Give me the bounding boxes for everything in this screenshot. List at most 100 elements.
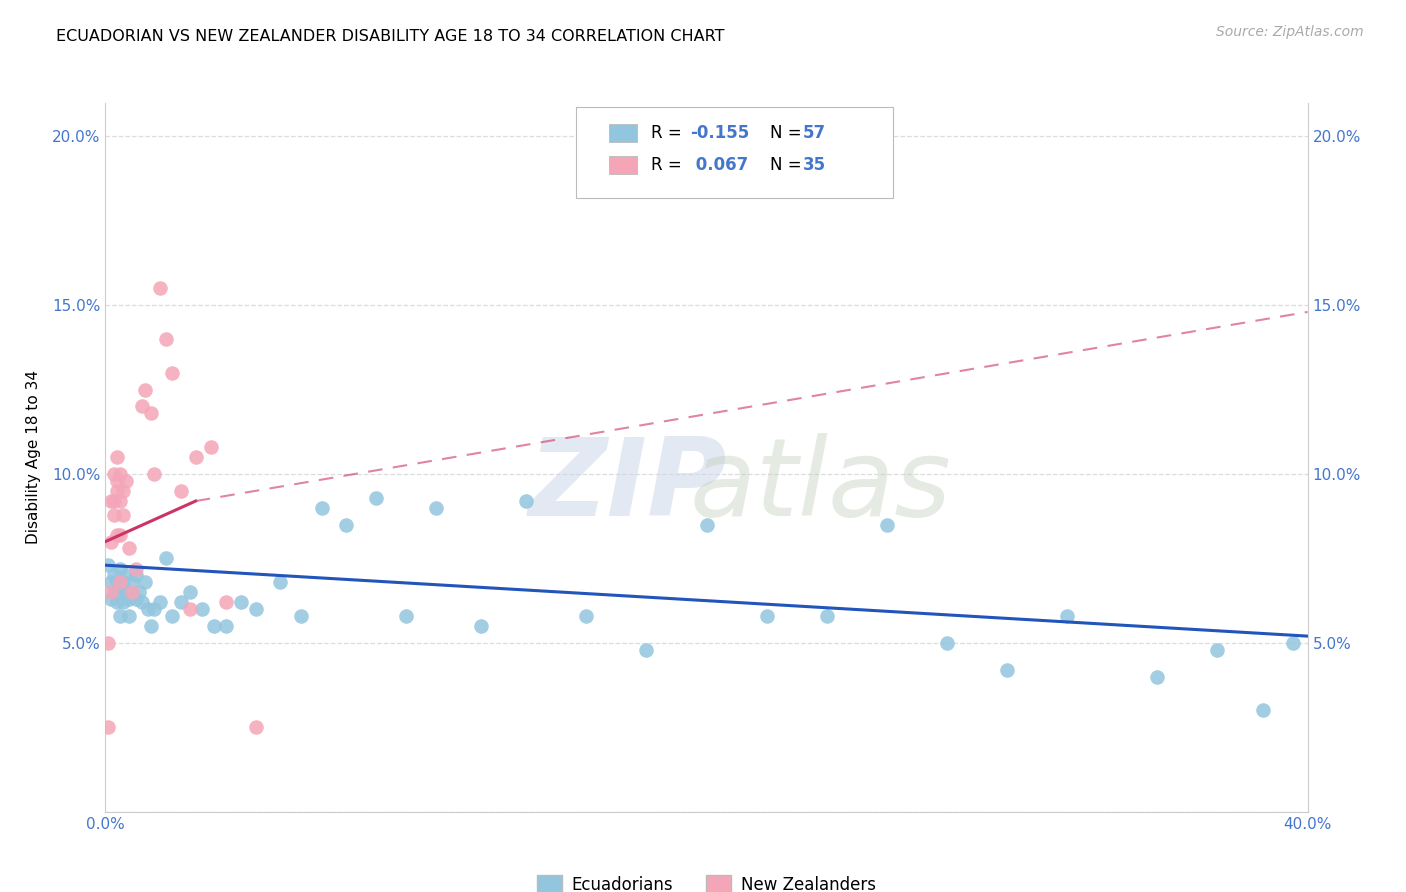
Point [134, 383, 156, 397]
Point [179, 585, 201, 599]
Point [815, 608, 838, 623]
Point [103, 467, 125, 481]
Point [139, 406, 162, 420]
Point [97, 558, 120, 573]
Point [107, 474, 129, 488]
Text: N =: N = [770, 156, 807, 174]
Point [118, 608, 141, 623]
Point [103, 508, 125, 522]
Point [290, 608, 312, 623]
Point [100, 575, 122, 590]
Point [269, 575, 291, 590]
Point [200, 440, 222, 454]
Point [142, 467, 165, 481]
Point [142, 602, 165, 616]
Point [169, 595, 191, 609]
Point [97, 636, 120, 650]
Text: atlas: atlas [690, 433, 952, 538]
Point [115, 585, 138, 599]
Point [425, 500, 447, 515]
Point [136, 602, 159, 616]
Point [107, 483, 129, 498]
Point [148, 281, 170, 295]
Point [110, 608, 132, 623]
Point [107, 575, 129, 590]
Point [214, 595, 236, 609]
Text: -0.155: -0.155 [690, 124, 749, 142]
Point [103, 494, 125, 508]
Text: ECUADORIAN VS NEW ZEALANDER DISABILITY AGE 18 TO 34 CORRELATION CHART: ECUADORIAN VS NEW ZEALANDER DISABILITY A… [56, 29, 724, 44]
Text: 57: 57 [803, 124, 825, 142]
Text: R =: R = [651, 156, 688, 174]
Text: 35: 35 [803, 156, 825, 174]
Point [100, 585, 122, 599]
Point [395, 608, 418, 623]
Point [755, 608, 778, 623]
Y-axis label: Disability Age 18 to 34: Disability Age 18 to 34 [27, 370, 41, 544]
Point [515, 494, 537, 508]
Point [100, 494, 122, 508]
Point [110, 467, 132, 481]
Point [364, 491, 387, 505]
Point [124, 592, 146, 607]
Point [121, 575, 143, 590]
Point [97, 720, 120, 734]
Point [160, 366, 183, 380]
Point [245, 602, 267, 616]
Point [110, 585, 132, 599]
Text: N =: N = [770, 124, 807, 142]
Point [190, 602, 212, 616]
Point [115, 568, 138, 582]
Point [155, 551, 177, 566]
Point [1251, 703, 1274, 717]
Point [160, 608, 183, 623]
Text: Source: ZipAtlas.com: Source: ZipAtlas.com [1216, 25, 1364, 39]
Point [184, 450, 207, 464]
Point [115, 474, 138, 488]
Point [112, 483, 135, 498]
Point [179, 602, 201, 616]
Point [1056, 608, 1078, 623]
Point [112, 508, 135, 522]
Point [128, 585, 150, 599]
Point [110, 575, 132, 590]
Text: ZIP: ZIP [529, 433, 727, 539]
Point [103, 568, 125, 582]
Point [118, 541, 141, 556]
Point [1206, 642, 1229, 657]
Point [131, 400, 153, 414]
Point [103, 585, 125, 599]
Point [107, 450, 129, 464]
Point [107, 528, 129, 542]
Point [100, 534, 122, 549]
Text: R =: R = [651, 124, 688, 142]
Point [107, 595, 129, 609]
Point [121, 585, 143, 599]
Point [148, 595, 170, 609]
Point [134, 575, 156, 590]
Legend: Ecuadorians, New Zealanders: Ecuadorians, New Zealanders [530, 868, 883, 892]
Point [636, 642, 658, 657]
Point [110, 528, 132, 542]
Point [118, 592, 141, 607]
Point [470, 619, 492, 633]
Point [131, 595, 153, 609]
Point [1281, 636, 1303, 650]
Point [100, 592, 122, 607]
Point [124, 568, 146, 582]
Point [311, 500, 333, 515]
Point [876, 517, 898, 532]
Point [995, 663, 1018, 677]
Point [575, 608, 598, 623]
Point [155, 332, 177, 346]
Point [202, 619, 225, 633]
Point [139, 619, 162, 633]
Point [169, 483, 191, 498]
Point [214, 619, 236, 633]
Point [110, 561, 132, 575]
Point [110, 494, 132, 508]
Text: 0.067: 0.067 [690, 156, 748, 174]
Point [335, 517, 357, 532]
Point [696, 517, 718, 532]
Point [112, 595, 135, 609]
